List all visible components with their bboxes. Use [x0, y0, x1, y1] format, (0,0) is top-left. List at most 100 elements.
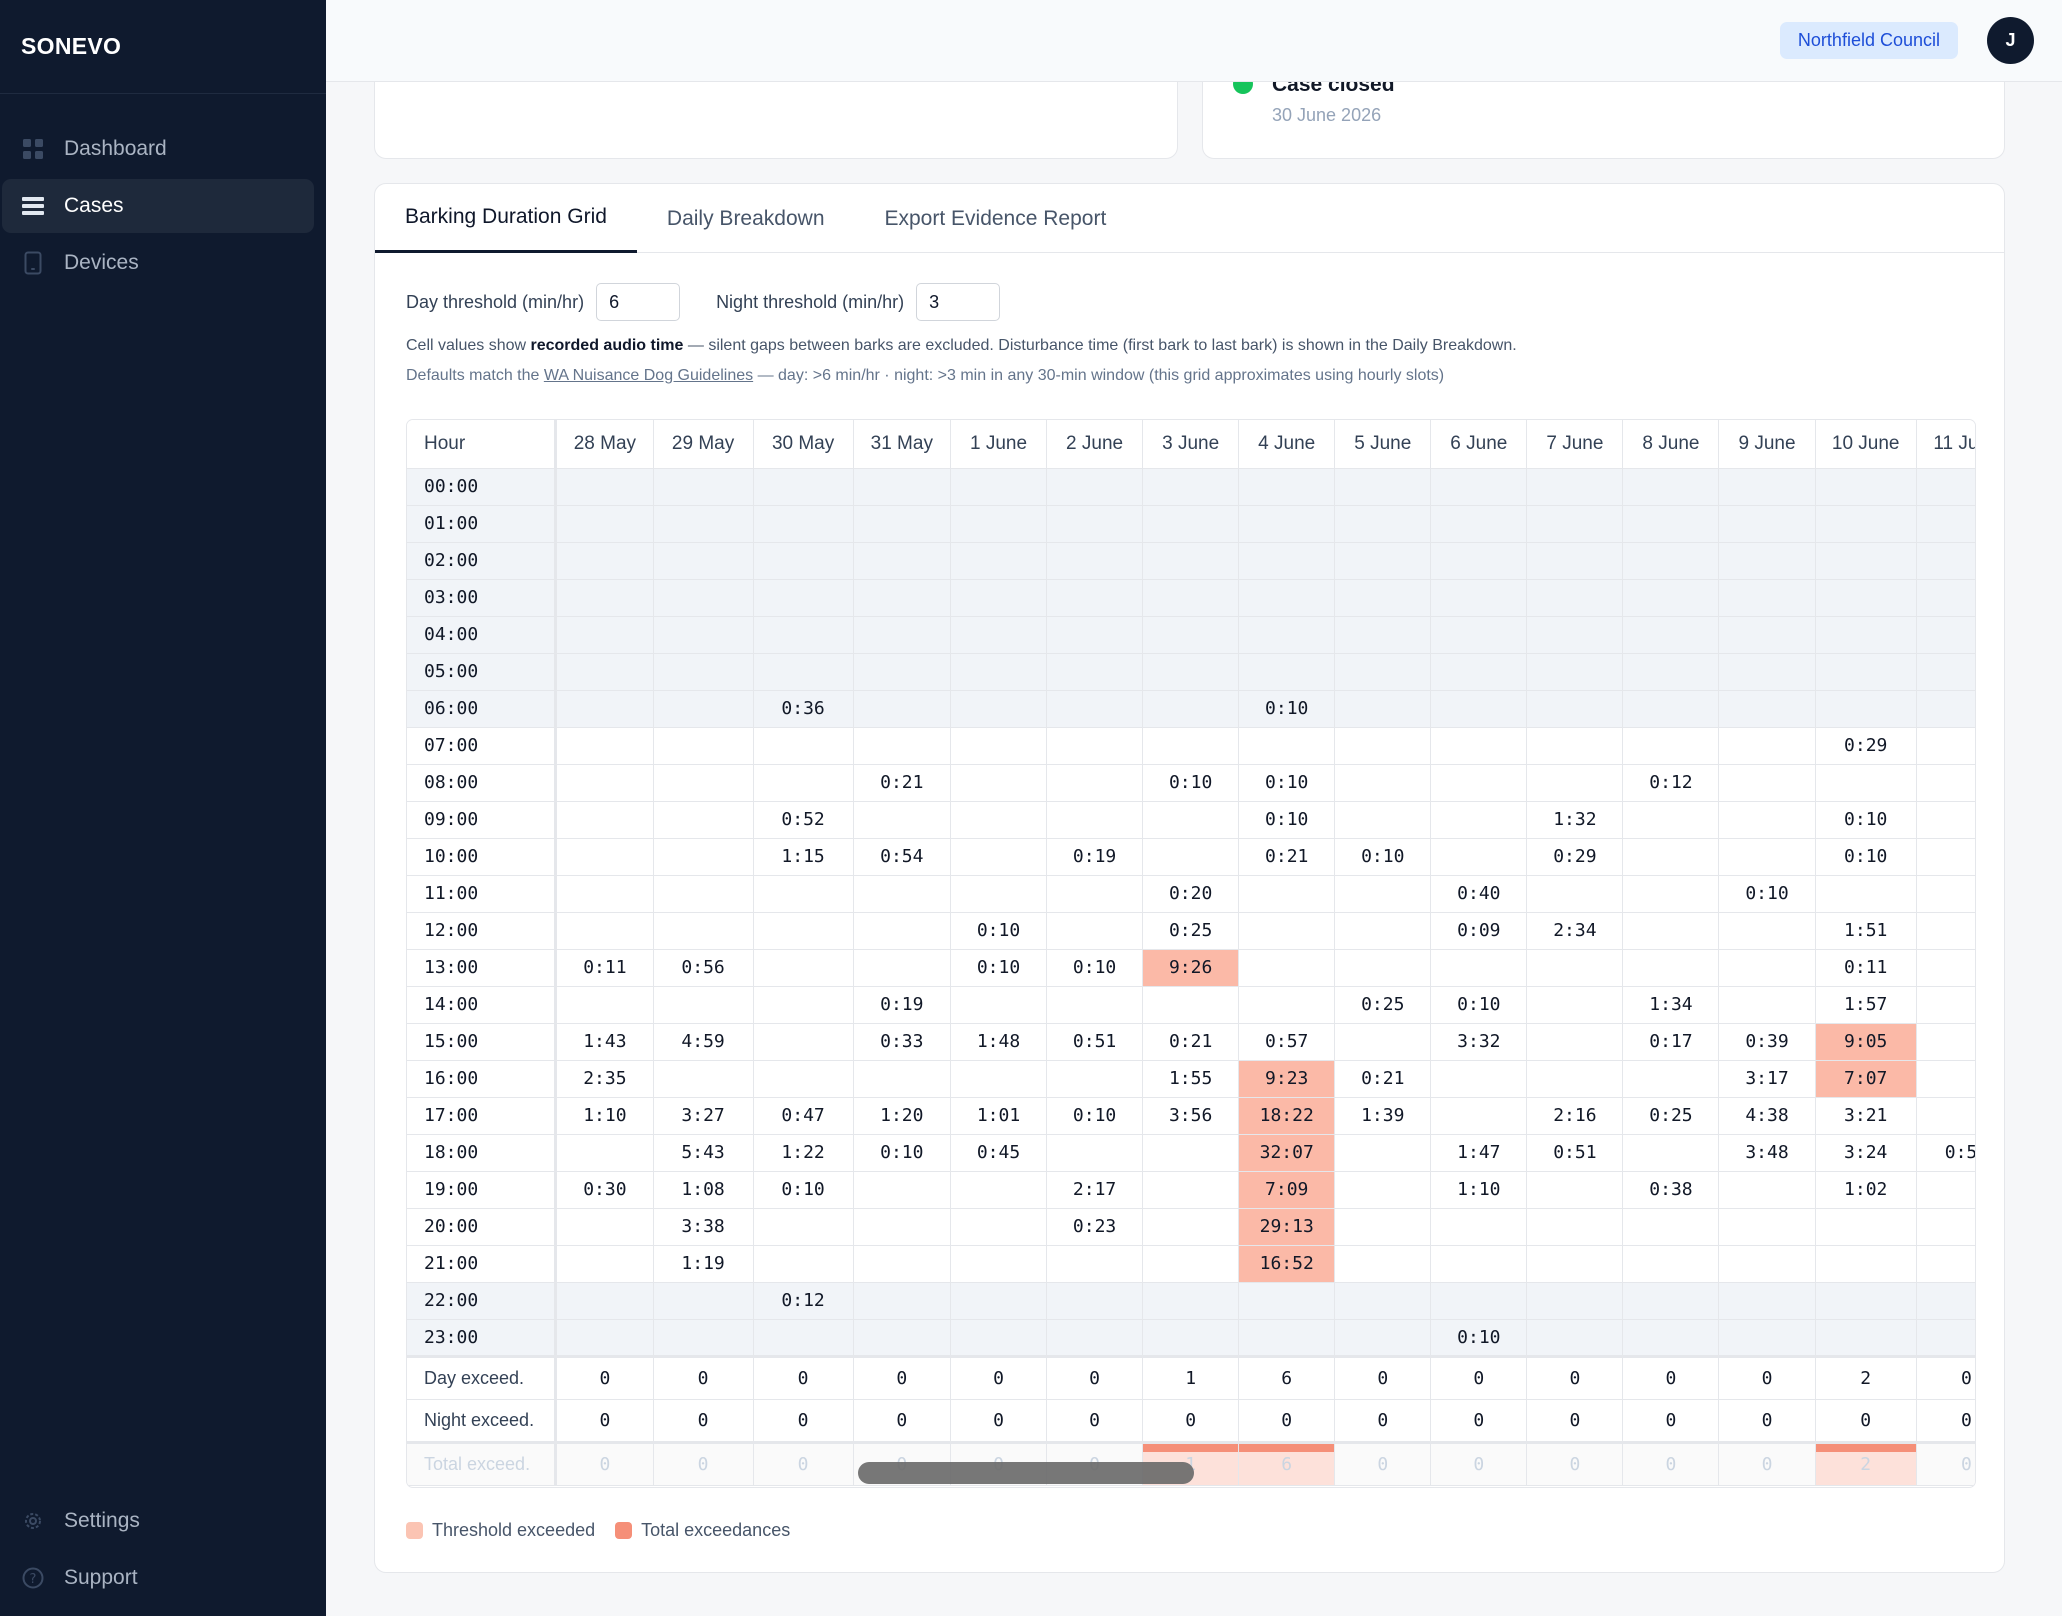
duration-cell	[753, 949, 854, 987]
duration-cell	[853, 468, 951, 506]
duration-cell	[1238, 616, 1336, 654]
guidelines-link[interactable]: WA Nuisance Dog Guidelines	[543, 367, 754, 384]
duration-cell	[753, 1208, 854, 1246]
night-threshold-input[interactable]	[916, 283, 1001, 321]
duration-cell	[1815, 1208, 1917, 1246]
duration-cell	[1046, 764, 1144, 802]
duration-cell	[1815, 1319, 1917, 1357]
duration-cell	[1430, 1060, 1528, 1098]
duration-cell: 7:07	[1815, 1060, 1917, 1098]
duration-cell	[1046, 1319, 1144, 1357]
duration-cell	[1430, 468, 1528, 506]
duration-cell	[653, 468, 754, 506]
hour-row: 07:00 0:29	[407, 727, 1975, 765]
duration-cell	[1916, 690, 1975, 728]
cell-values-note: Cell values show recorded audio time — s…	[406, 337, 1517, 355]
duration-cell: 18:22	[1238, 1097, 1336, 1135]
guidelines-note: Defaults match the WA Nuisance Dog Guide…	[406, 367, 1444, 385]
legend-label: Total exceedances	[641, 1520, 791, 1540]
duration-cell: 0:10	[1334, 838, 1432, 876]
duration-cell	[1430, 1282, 1528, 1320]
duration-cell	[1430, 542, 1528, 580]
duration-cell: 1:55	[1142, 1060, 1240, 1098]
duration-cell	[1718, 653, 1816, 691]
day-exceed-row-value: 0	[1622, 1354, 1720, 1400]
day-exceed-row-value: 0	[753, 1354, 854, 1400]
duration-cell	[1718, 764, 1816, 802]
duration-cell	[1142, 505, 1240, 543]
organization-badge[interactable]: Northfield Council	[1779, 22, 1958, 59]
duration-cell	[950, 1208, 1048, 1246]
duration-cell	[853, 1319, 951, 1357]
duration-cell	[1718, 542, 1816, 580]
duration-cell	[753, 764, 854, 802]
total-exceed-row-label: Total exceed.	[407, 1440, 558, 1486]
avatar[interactable]: J	[1987, 17, 2034, 64]
duration-cell	[853, 1245, 951, 1283]
duration-cell	[1916, 1023, 1975, 1061]
sidebar-item-support[interactable]: ? Support	[2, 1551, 314, 1605]
date-column-header: 28 May	[555, 420, 654, 469]
duration-cell	[1430, 801, 1528, 839]
help-icon: ?	[21, 1566, 45, 1590]
duration-cell: 9:26	[1142, 949, 1240, 987]
tab-export-evidence-report[interactable]: Export Evidence Report	[884, 206, 1107, 230]
duration-cell: 2:35	[555, 1060, 654, 1098]
duration-cell: 1:02	[1815, 1171, 1917, 1209]
hour-label: 05:00	[407, 653, 558, 691]
total-exceed-row-value: 0	[1916, 1440, 1975, 1486]
duration-cell	[1526, 986, 1624, 1024]
horizontal-scrollbar[interactable]	[858, 1462, 1194, 1484]
duration-cell: 1:10	[555, 1097, 654, 1135]
hour-label: 14:00	[407, 986, 558, 1024]
date-column-header: 29 May	[653, 420, 754, 469]
barking-grid[interactable]: Hour 28 May 29 May 30 May 31 May 1 June 2 June…	[406, 419, 1976, 1488]
duration-cell	[1430, 616, 1528, 654]
duration-cell	[753, 616, 854, 654]
duration-cell	[1046, 801, 1144, 839]
sidebar-item-devices[interactable]: Devices	[2, 236, 314, 290]
duration-cell	[1916, 949, 1975, 987]
legend-threshold-exceeded: Threshold exceeded	[406, 1520, 595, 1541]
date-column-header: 9 June	[1718, 420, 1816, 469]
duration-cell	[1526, 727, 1624, 765]
night-exceed-row-value: 0	[1718, 1399, 1816, 1443]
duration-cell: 0:54	[853, 838, 951, 876]
sidebar-item-dashboard[interactable]: Dashboard	[2, 122, 314, 176]
hour-row: 16:00 2:35 1:55 9:23 0:21 3:17 7:07	[407, 1060, 1975, 1098]
duration-cell: 2:16	[1526, 1097, 1624, 1135]
duration-cell	[1238, 542, 1336, 580]
duration-cell	[950, 468, 1048, 506]
day-threshold-input[interactable]	[596, 283, 681, 321]
duration-cell: 0:10	[1046, 949, 1144, 987]
duration-cell	[1334, 505, 1432, 543]
tab-barking-duration-grid[interactable]: Barking Duration Grid	[375, 184, 637, 253]
sidebar-item-settings[interactable]: Settings	[2, 1494, 314, 1548]
night-exceed-row-value: 0	[853, 1399, 951, 1443]
duration-cell	[853, 949, 951, 987]
legend-swatch	[615, 1522, 633, 1539]
duration-cell: 4:59	[653, 1023, 754, 1061]
night-exceed-row-value: 0	[1142, 1399, 1240, 1443]
hour-row: 22:00 0:12	[407, 1282, 1975, 1320]
duration-cell	[1334, 542, 1432, 580]
duration-cell	[1916, 912, 1975, 950]
duration-cell	[1718, 505, 1816, 543]
tab-daily-breakdown[interactable]: Daily Breakdown	[666, 206, 825, 230]
hour-label: 23:00	[407, 1319, 558, 1357]
hour-row: 06:00 0:36 0:10	[407, 690, 1975, 728]
duration-cell	[950, 764, 1048, 802]
hour-row: 00:00	[407, 468, 1975, 506]
duration-cell	[1718, 986, 1816, 1024]
duration-cell: 0:10	[1815, 801, 1917, 839]
sidebar-item-cases[interactable]: Cases	[2, 179, 314, 233]
duration-cell: 0:21	[853, 764, 951, 802]
duration-cell	[555, 505, 654, 543]
duration-cell	[1815, 653, 1917, 691]
duration-cell	[1622, 616, 1720, 654]
night-exceed-row-value: 0	[1916, 1399, 1975, 1443]
duration-cell: 0:21	[1238, 838, 1336, 876]
duration-cell	[1238, 1282, 1336, 1320]
duration-cell	[1142, 838, 1240, 876]
duration-cell: 1:32	[1526, 801, 1624, 839]
